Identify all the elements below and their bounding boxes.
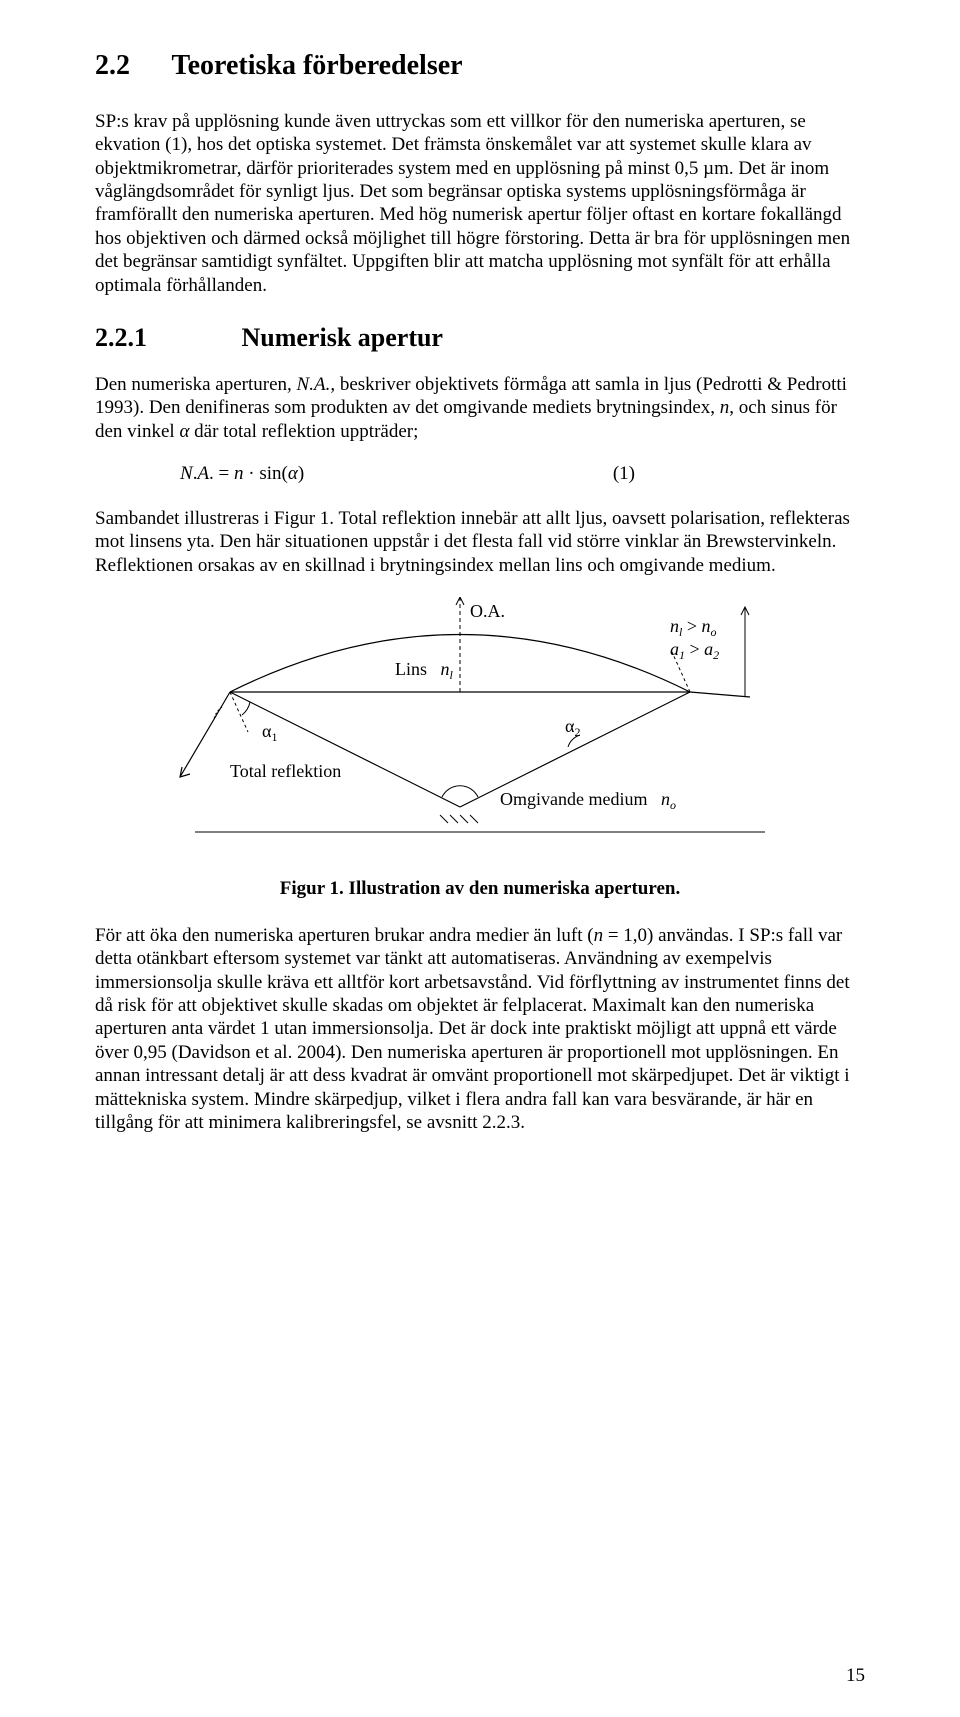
- page-number: 15: [846, 1665, 865, 1687]
- fig-alpha1: α1: [262, 721, 277, 744]
- fig-ineq-2: a1 > a2: [670, 639, 719, 662]
- paragraph-3: Sambandet illustreras i Figur 1. Total r…: [95, 507, 865, 577]
- equation-1-text: N.A. = n · sin(α): [95, 463, 304, 485]
- fig-label-oa: O.A.: [470, 601, 505, 621]
- paragraph-2: Den numeriska aperturen, N.A., beskriver…: [95, 373, 865, 443]
- paragraph-4: För att öka den numeriska aperturen bruk…: [95, 924, 865, 1134]
- fig-omgivande: Omgivande medium no: [500, 789, 676, 812]
- subsection-label: 2.2.1: [95, 323, 235, 353]
- fig-ineq-1: nl > no: [670, 616, 717, 639]
- equation-1: N.A. = n · sin(α) (1): [95, 463, 865, 485]
- fig-total-reflektion: Total reflektion: [230, 761, 341, 781]
- figure-1-svg: O.A. Lins nl nl > no a1 > a2: [170, 597, 790, 857]
- fig-label-lins: Lins nl: [395, 659, 454, 682]
- section-heading: 2.2 Teoretiska förberedelser: [95, 50, 865, 82]
- section-label: 2.2: [95, 50, 130, 81]
- paragraph-1: SP:s krav på upplösning kunde även uttry…: [95, 110, 865, 297]
- subsection-title: Numerisk apertur: [242, 323, 443, 352]
- equation-1-number: (1): [613, 463, 865, 485]
- subsection-heading: 2.2.1 Numerisk apertur: [95, 323, 865, 353]
- figure-1-caption: Figur 1. Illustration av den numeriska a…: [95, 878, 865, 900]
- section-title: Teoretiska förberedelser: [172, 50, 463, 81]
- fig-alpha2: α2: [565, 716, 580, 739]
- figure-1: O.A. Lins nl nl > no a1 > a2: [170, 597, 790, 862]
